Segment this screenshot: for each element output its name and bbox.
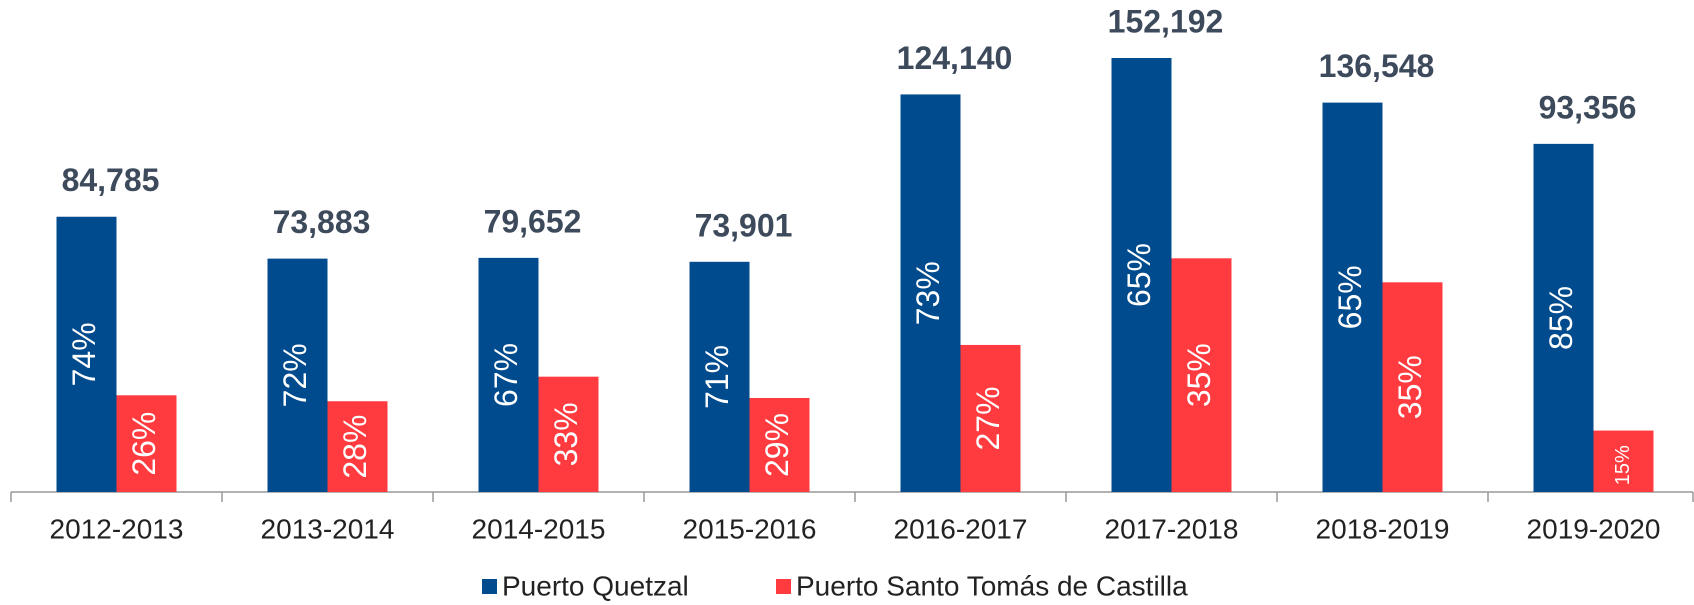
bar xyxy=(267,258,328,492)
value-label: 28% xyxy=(337,415,373,479)
x-tick-label: 2015-2016 xyxy=(683,513,817,544)
bar xyxy=(1382,282,1443,492)
total-label: 73,901 xyxy=(695,207,793,243)
value-label: 35% xyxy=(1392,355,1428,419)
bar xyxy=(1111,58,1172,492)
bar xyxy=(1171,258,1232,492)
value-label: 72% xyxy=(277,343,313,407)
value-label: 71% xyxy=(699,345,735,409)
bar xyxy=(900,94,961,492)
bar xyxy=(56,216,117,493)
value-label: 26% xyxy=(126,412,162,476)
value-label: 74% xyxy=(66,322,102,386)
legend-swatch xyxy=(482,579,497,594)
value-label: 67% xyxy=(488,343,524,407)
legend-label: Puerto Santo Tomás de Castilla xyxy=(796,570,1188,601)
x-tick-label: 2018-2019 xyxy=(1316,513,1450,544)
total-label: 84,785 xyxy=(62,162,160,198)
value-label: 15% xyxy=(1612,445,1634,485)
legend-swatch xyxy=(776,579,791,594)
total-label: 136,548 xyxy=(1319,48,1435,84)
bar xyxy=(749,397,810,492)
total-label: 93,356 xyxy=(1539,89,1637,125)
x-tick-label: 2016-2017 xyxy=(894,513,1028,544)
x-tick-label: 2019-2020 xyxy=(1527,513,1661,544)
value-label: 27% xyxy=(970,386,1006,450)
total-label: 79,652 xyxy=(484,203,582,239)
total-label: 73,883 xyxy=(273,204,371,240)
legend-label: Puerto Quetzal xyxy=(502,570,689,601)
bar xyxy=(538,376,599,492)
bar xyxy=(327,401,388,492)
bar xyxy=(1533,143,1594,493)
total-label: 152,192 xyxy=(1108,3,1224,39)
value-label: 85% xyxy=(1543,286,1579,350)
value-label: 33% xyxy=(548,402,584,466)
total-label: 124,140 xyxy=(897,40,1013,76)
x-tick-label: 2017-2018 xyxy=(1105,513,1239,544)
bar xyxy=(960,344,1021,492)
value-label: 65% xyxy=(1332,265,1368,329)
x-tick-label: 2013-2014 xyxy=(261,513,395,544)
value-label: 35% xyxy=(1181,343,1217,407)
value-label: 73% xyxy=(910,261,946,325)
value-label: 29% xyxy=(759,413,795,477)
bar xyxy=(1322,102,1383,492)
bar xyxy=(689,261,750,492)
value-label: 65% xyxy=(1121,243,1157,307)
bar xyxy=(478,257,539,492)
bar xyxy=(116,395,177,492)
x-tick-label: 2012-2013 xyxy=(50,513,184,544)
bar xyxy=(1593,430,1654,492)
x-tick-label: 2014-2015 xyxy=(472,513,606,544)
